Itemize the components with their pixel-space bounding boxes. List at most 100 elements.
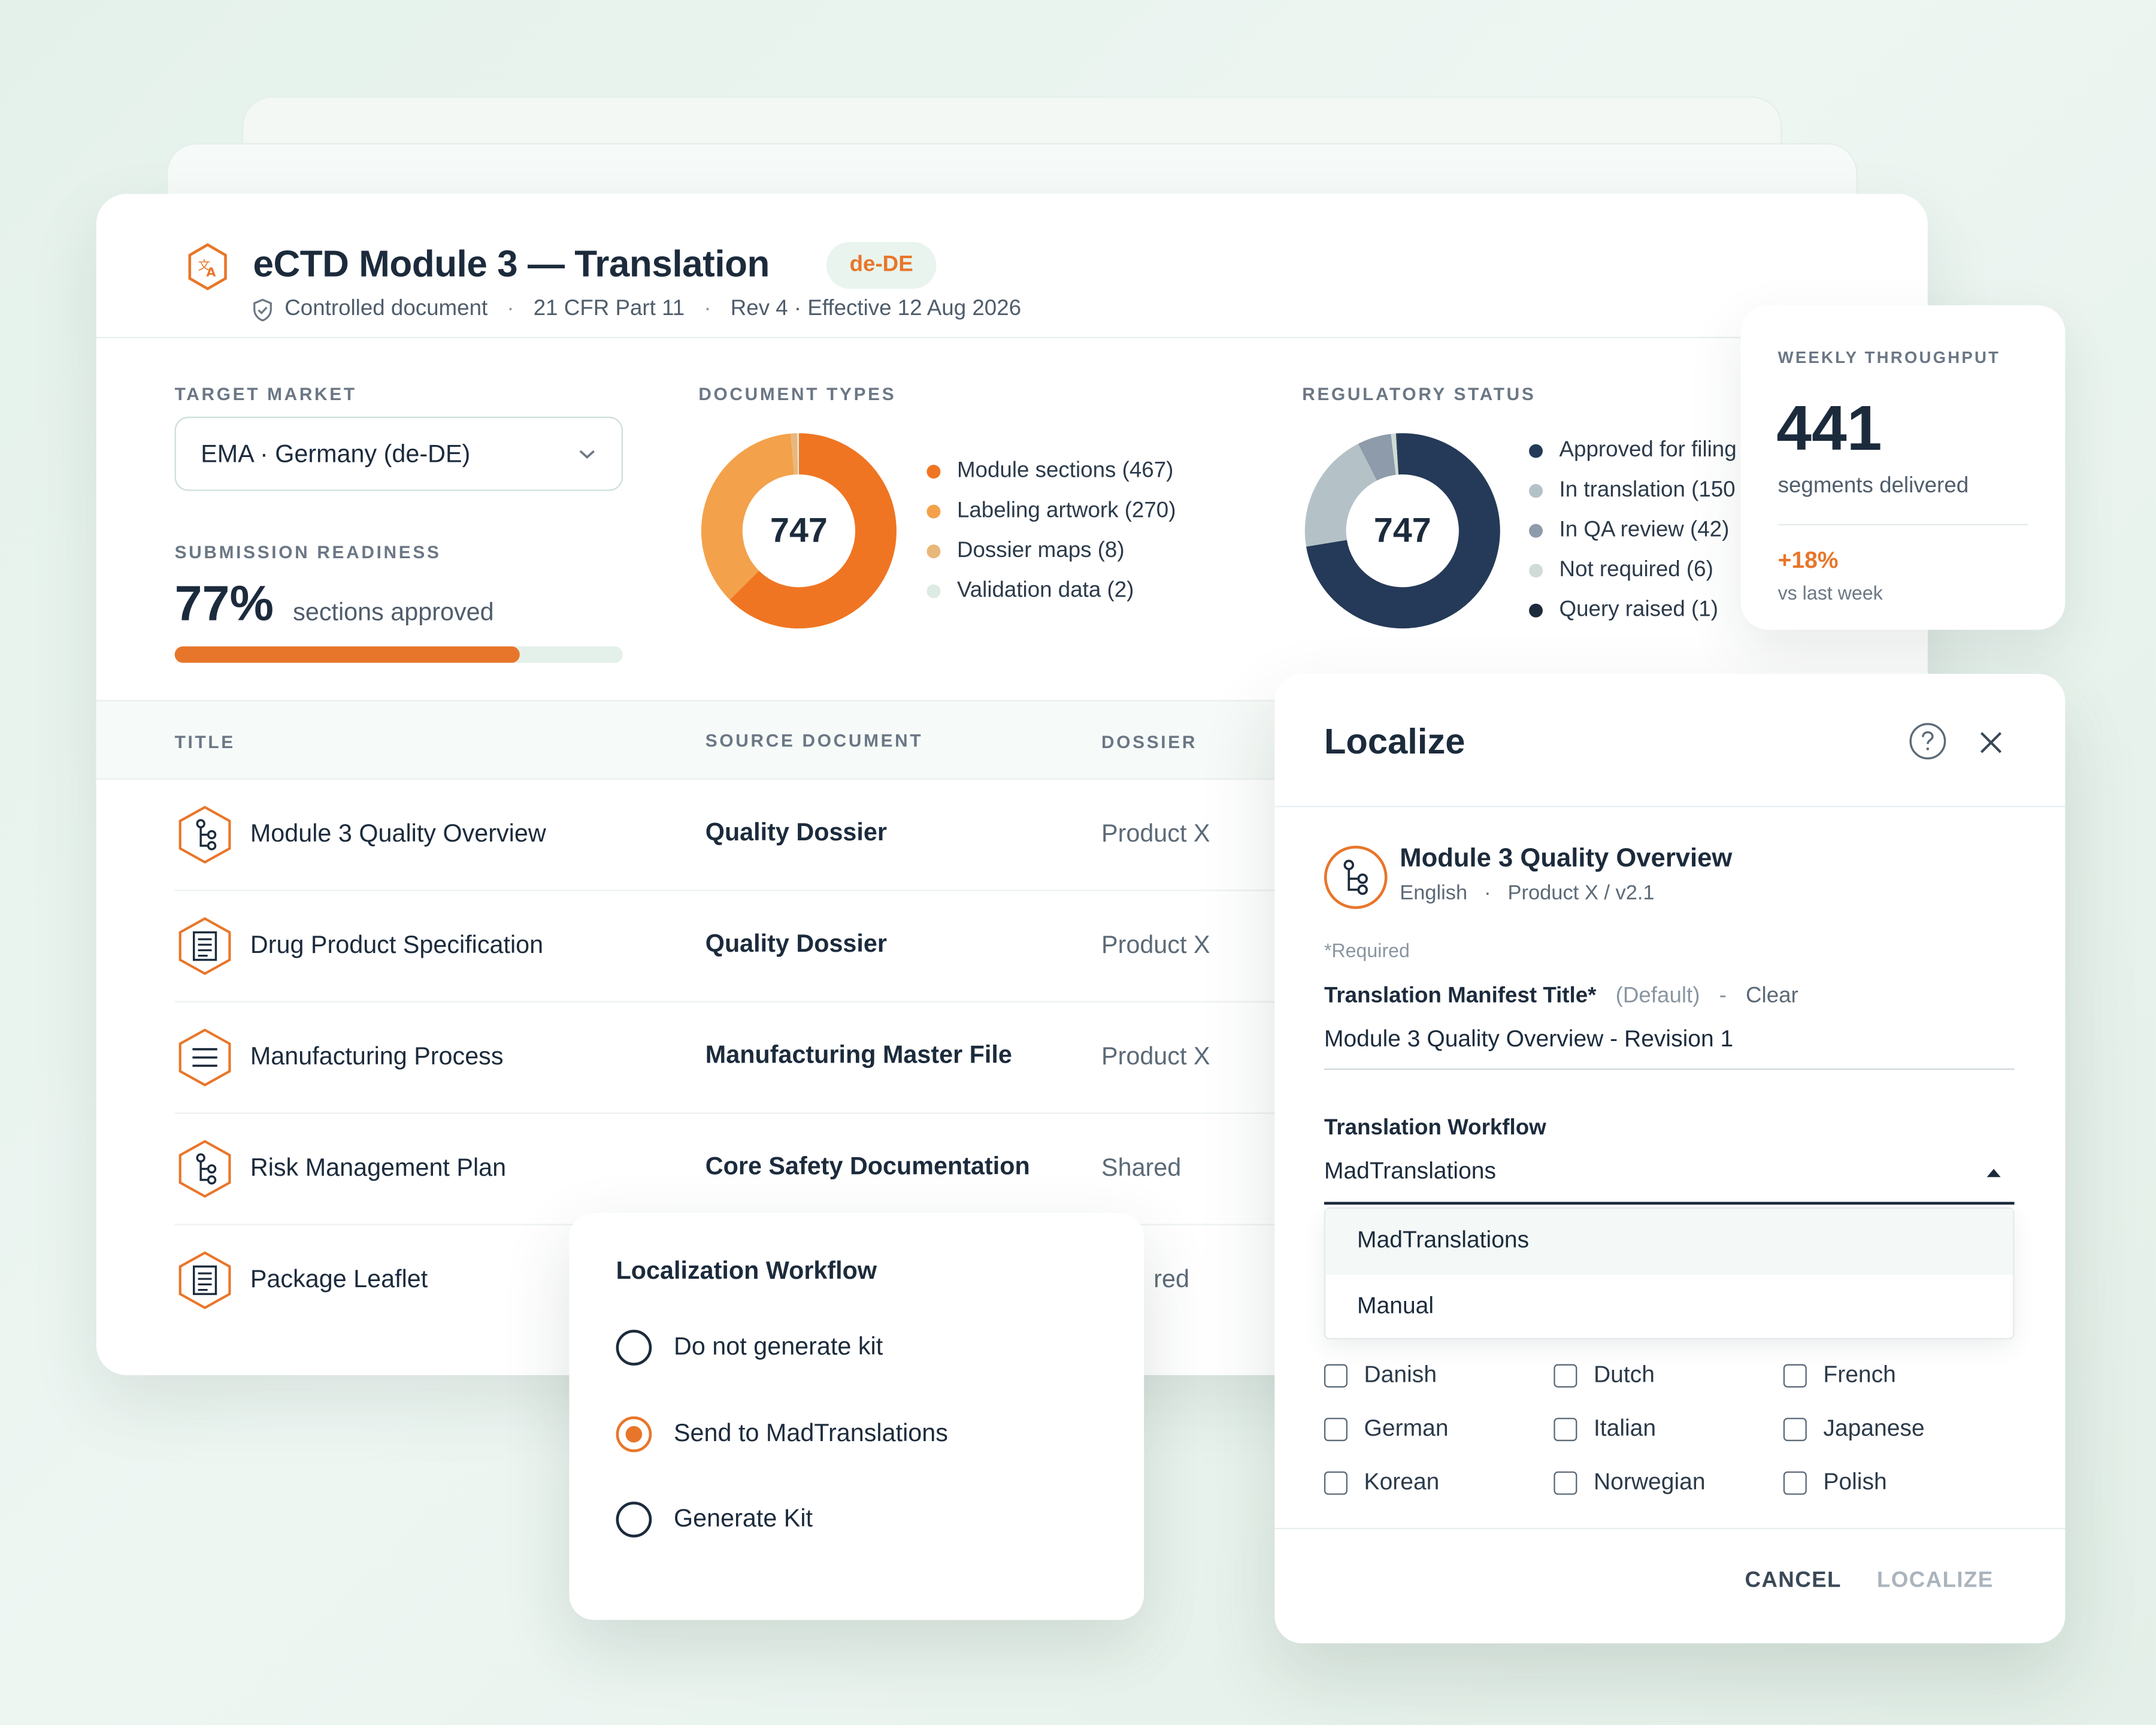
language-checkbox[interactable]: Polish <box>1783 1469 1887 1496</box>
workflow-label: Translation Workflow <box>1324 1116 1546 1140</box>
checkbox-box[interactable] <box>1554 1363 1577 1387</box>
column-title: TITLE <box>174 731 235 752</box>
table-row[interactable]: Manufacturing Process Manufacturing Maste… <box>174 1003 1275 1114</box>
checkbox-box[interactable] <box>1324 1417 1348 1440</box>
legend-swatch <box>1529 523 1543 537</box>
caret-up-icon <box>1987 1169 2001 1178</box>
row-dossier: Product X <box>1101 931 1210 959</box>
row-dossier: Product X <box>1101 819 1210 848</box>
row-title: Package Leaflet <box>250 1265 428 1293</box>
language-checkbox[interactable]: German <box>1324 1415 1449 1442</box>
language-label: Japanese <box>1823 1415 1925 1442</box>
checkbox-box[interactable] <box>1324 1363 1348 1387</box>
legend-label: Validation data (2) <box>956 578 1134 602</box>
readiness-progress-fill <box>174 646 520 663</box>
legend-swatch <box>926 504 941 518</box>
legend-swatch <box>926 544 941 558</box>
modal-title: Localize <box>1324 721 1465 762</box>
radio-label[interactable]: Generate Kit <box>673 1504 813 1532</box>
legend-swatch <box>926 583 941 598</box>
table-row[interactable]: Risk Management Plan Core Safety Document… <box>174 1114 1275 1225</box>
language-checkbox[interactable]: Danish <box>1324 1361 1437 1389</box>
row-dossier: Product X <box>1101 1042 1210 1070</box>
workflow-option-manual[interactable]: Manual <box>1357 1293 1434 1319</box>
radio-button[interactable] <box>616 1415 652 1452</box>
cancel-button[interactable]: CANCEL <box>1745 1569 1842 1593</box>
legend-item: In translation (150) <box>1529 477 1735 504</box>
donut-segment <box>1306 433 1500 629</box>
close-icon[interactable] <box>1978 729 2005 756</box>
localize-button[interactable]: LOCALIZE <box>1876 1569 1994 1593</box>
donut-segment <box>1358 434 1397 481</box>
throughput-label: WEEKLY THROUGHPUT <box>1778 347 2001 368</box>
row-source: Manufacturing Master File <box>705 1040 1012 1069</box>
workflow-select[interactable]: MadTranslations <box>1324 1158 2015 1205</box>
reg-status-legend: Approved for filing In translation (150) I… <box>1529 437 1735 623</box>
donut-segment <box>729 433 897 629</box>
modal-footer-divider <box>1274 1527 2066 1530</box>
language-label: French <box>1823 1361 1896 1388</box>
language-label: German <box>1364 1415 1449 1442</box>
checkbox-box[interactable] <box>1783 1417 1807 1440</box>
modal-header-divider <box>1274 806 2066 807</box>
manifest-clear-link[interactable]: Clear <box>1746 984 1798 1008</box>
checkbox-box[interactable] <box>1783 1470 1807 1494</box>
doc-language: English <box>1400 881 1468 905</box>
target-market-value: EMA · Germany (de-DE) <box>201 439 471 467</box>
legend-item: Labeling artwork (270) <box>926 498 1176 524</box>
legend-item: Dossier maps (8) <box>926 538 1176 564</box>
row-title: Manufacturing Process <box>250 1042 504 1070</box>
doc-subtitle: English · Product X / v2.1 <box>1400 881 1655 905</box>
readiness-caption: sections approved <box>293 598 494 626</box>
donut-segment <box>701 433 795 600</box>
checkbox-box[interactable] <box>1324 1470 1348 1494</box>
language-label: Danish <box>1364 1361 1437 1388</box>
language-checkbox[interactable]: French <box>1783 1361 1896 1389</box>
language-checkbox[interactable]: Norwegian <box>1554 1469 1706 1496</box>
legend-label: Dossier maps (8) <box>956 538 1125 562</box>
radio-button[interactable] <box>616 1502 652 1538</box>
radio-label[interactable]: Send to MadTranslations <box>673 1418 948 1446</box>
radio-button[interactable] <box>616 1330 652 1366</box>
translate-icon: 文 A <box>188 243 227 290</box>
manifest-title-input[interactable]: Module 3 Quality Overview - Revision 1 <box>1324 1026 2015 1070</box>
shield-check-icon <box>253 298 272 321</box>
workflow-value: MadTranslations <box>1324 1158 1497 1184</box>
language-checkbox[interactable]: Korean <box>1324 1469 1439 1496</box>
language-checkbox[interactable]: Japanese <box>1783 1415 1925 1442</box>
doc-types-donut <box>701 433 897 629</box>
workflow-option-madtranslations[interactable]: MadTranslations <box>1325 1209 2013 1275</box>
meta-controlled: Controlled document <box>284 296 488 320</box>
chevron-down-icon <box>579 450 595 459</box>
language-label: Korean <box>1364 1469 1440 1495</box>
svg-text:A: A <box>206 265 216 279</box>
language-checkbox[interactable]: Dutch <box>1554 1361 1655 1389</box>
row-title: Module 3 Quality Overview <box>250 819 546 848</box>
doc-types-label: DOCUMENT TYPES <box>698 383 897 404</box>
language-checkbox[interactable]: Italian <box>1554 1415 1656 1442</box>
checkbox-box[interactable] <box>1554 1417 1577 1440</box>
donut-segment <box>1304 444 1377 547</box>
legend-item: Validation data (2) <box>926 577 1176 604</box>
help-icon[interactable] <box>1909 722 1947 760</box>
header-divider <box>96 337 1928 338</box>
legend-label: Query raised (1) <box>1559 597 1718 621</box>
row-dossier: Shared <box>1101 1154 1182 1182</box>
checkbox-box[interactable] <box>1554 1470 1577 1494</box>
throughput-value: 441 <box>1776 392 1882 464</box>
language-label: Italian <box>1593 1415 1657 1442</box>
reg-status-total: 747 <box>1373 512 1431 550</box>
table-row[interactable]: Drug Product Specification Quality Dossie… <box>174 891 1275 1003</box>
manifest-separator: - <box>1719 984 1727 1008</box>
table-row[interactable]: Package Leaflet red <box>175 1225 1275 1337</box>
radio-label[interactable]: Do not generate kit <box>673 1332 883 1360</box>
meta-regulation: 21 CFR Part 11 <box>533 296 685 320</box>
column-dossier: DOSSIER <box>1101 731 1198 752</box>
doc-types-legend: Module sections (467) Labeling artwork (2… <box>926 458 1176 604</box>
target-market-select[interactable]: EMA · Germany (de-DE) <box>174 416 623 491</box>
doc-path: Product X / v2.1 <box>1507 881 1655 905</box>
legend-swatch <box>1529 603 1543 617</box>
table-row[interactable]: Module 3 Quality Overview Quality Dossier… <box>174 780 1275 891</box>
checkbox-box[interactable] <box>1783 1363 1807 1387</box>
page-title: eCTD Module 3 — Translation <box>253 243 770 285</box>
